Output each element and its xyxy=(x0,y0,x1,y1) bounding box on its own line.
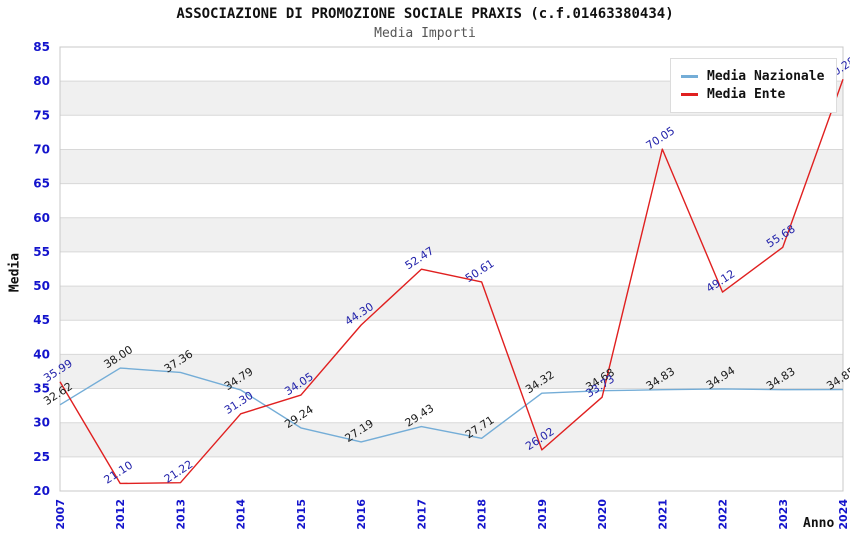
svg-text:2007: 2007 xyxy=(54,499,67,530)
svg-text:2013: 2013 xyxy=(174,499,187,530)
svg-text:2020: 2020 xyxy=(596,499,609,530)
legend-label-media-ente: Media Ente xyxy=(707,87,786,102)
svg-text:35: 35 xyxy=(33,382,50,396)
svg-text:55: 55 xyxy=(33,245,50,259)
svg-text:2023: 2023 xyxy=(777,499,790,530)
svg-text:2015: 2015 xyxy=(295,499,308,530)
svg-text:40: 40 xyxy=(33,347,50,361)
svg-text:2016: 2016 xyxy=(355,499,368,530)
legend-label-media-nazionale: Media Nazionale xyxy=(707,69,825,84)
y-axis-title: Media xyxy=(7,252,23,293)
svg-text:2012: 2012 xyxy=(114,499,127,530)
svg-text:20: 20 xyxy=(33,484,50,498)
svg-text:50: 50 xyxy=(33,279,50,293)
svg-text:45: 45 xyxy=(33,313,50,327)
legend-item-media-nazionale: Media Nazionale xyxy=(681,69,824,84)
svg-text:2019: 2019 xyxy=(536,499,549,530)
svg-text:65: 65 xyxy=(33,177,50,191)
svg-text:70: 70 xyxy=(33,142,50,156)
svg-text:80: 80 xyxy=(33,74,50,88)
chart-subtitle: Media Importi xyxy=(374,26,476,41)
svg-text:2022: 2022 xyxy=(717,499,730,530)
legend-swatch-media-nazionale xyxy=(681,75,698,78)
legend-item-media-ente: Media Ente xyxy=(681,87,824,102)
chart-title: ASSOCIAZIONE DI PROMOZIONE SOCIALE PRAXI… xyxy=(176,6,674,22)
legend: Media Nazionale Media Ente xyxy=(670,58,838,113)
svg-text:75: 75 xyxy=(33,108,50,122)
svg-text:2017: 2017 xyxy=(415,499,428,530)
svg-text:25: 25 xyxy=(33,450,50,464)
svg-text:30: 30 xyxy=(33,416,50,430)
svg-text:2018: 2018 xyxy=(476,499,489,530)
x-axis-title: Anno xyxy=(803,516,835,531)
svg-text:2014: 2014 xyxy=(235,499,248,530)
svg-text:85: 85 xyxy=(33,40,50,54)
svg-text:2024: 2024 xyxy=(837,499,850,530)
legend-swatch-media-ente xyxy=(681,93,698,96)
svg-text:2021: 2021 xyxy=(656,499,669,530)
svg-text:60: 60 xyxy=(33,211,50,225)
